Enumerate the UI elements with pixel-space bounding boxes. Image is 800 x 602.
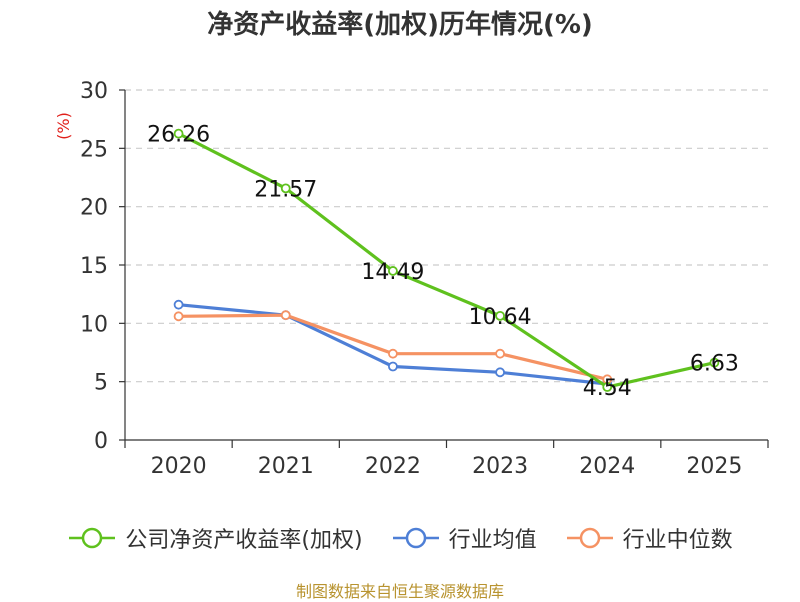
data-point (495, 367, 505, 378)
series (173, 128, 720, 392)
data-label: 4.54 (583, 376, 632, 401)
data-point (495, 310, 505, 321)
legend-item[interactable]: 行业均值 (391, 522, 537, 554)
y-tick-label: 25 (80, 137, 108, 162)
legend: 公司净资产收益率(加权) 行业均值 行业中位数 (0, 518, 800, 558)
data-label: 21.57 (254, 177, 317, 202)
y-tick-label: 10 (80, 312, 108, 337)
legend-marker-icon (69, 527, 116, 549)
series-line-0 (177, 132, 715, 389)
data-point (709, 357, 720, 368)
data-point (388, 266, 398, 276)
data-point (280, 310, 291, 321)
legend-item[interactable]: 公司净资产收益率(加权) (67, 522, 363, 554)
x-tick-label: 2021 (258, 454, 314, 479)
y-tick-label: 5 (94, 371, 108, 396)
y-tick-label: 30 (80, 79, 108, 104)
data-point (495, 348, 505, 359)
data-label: 26.26 (147, 123, 210, 148)
data-labels: 26.26 21.57 14.49 10.64 4.54 6.63 (147, 123, 739, 401)
legend-marker-icon (566, 527, 613, 549)
x-tick-label: 2022 (365, 454, 421, 479)
legend-marker-icon (392, 527, 439, 549)
data-label: 6.63 (690, 352, 739, 377)
x-tick-label: 2024 (579, 454, 635, 479)
data-point (602, 382, 613, 392)
x-tick-label: 2023 (472, 454, 528, 479)
chart-title: 净资产收益率(加权)历年情况(%) (207, 10, 593, 40)
data-point (173, 128, 184, 139)
data-point (280, 183, 291, 194)
legend-item[interactable]: 行业中位数 (565, 522, 733, 554)
y-axis-label: (%) (54, 112, 73, 140)
data-point (388, 361, 398, 372)
data-point (388, 348, 398, 359)
source-note: 制图数据来自恒生聚源数据库 (295, 582, 504, 601)
data-label: 10.64 (469, 305, 532, 330)
legend-label: 行业中位数 (622, 528, 733, 553)
x-tick-label: 2020 (151, 454, 207, 479)
grid-lines (125, 89, 768, 383)
y-tick-label: 20 (80, 196, 108, 221)
legend-label: 行业均值 (448, 528, 537, 553)
data-label: 14.49 (361, 260, 424, 285)
y-tick-label: 15 (80, 254, 108, 279)
y-tick-label: 0 (94, 429, 108, 454)
data-point (173, 299, 184, 310)
data-point (173, 311, 184, 322)
x-tick-label: 2025 (686, 454, 742, 479)
legend-label: 公司净资产收益率(加权) (125, 528, 363, 553)
